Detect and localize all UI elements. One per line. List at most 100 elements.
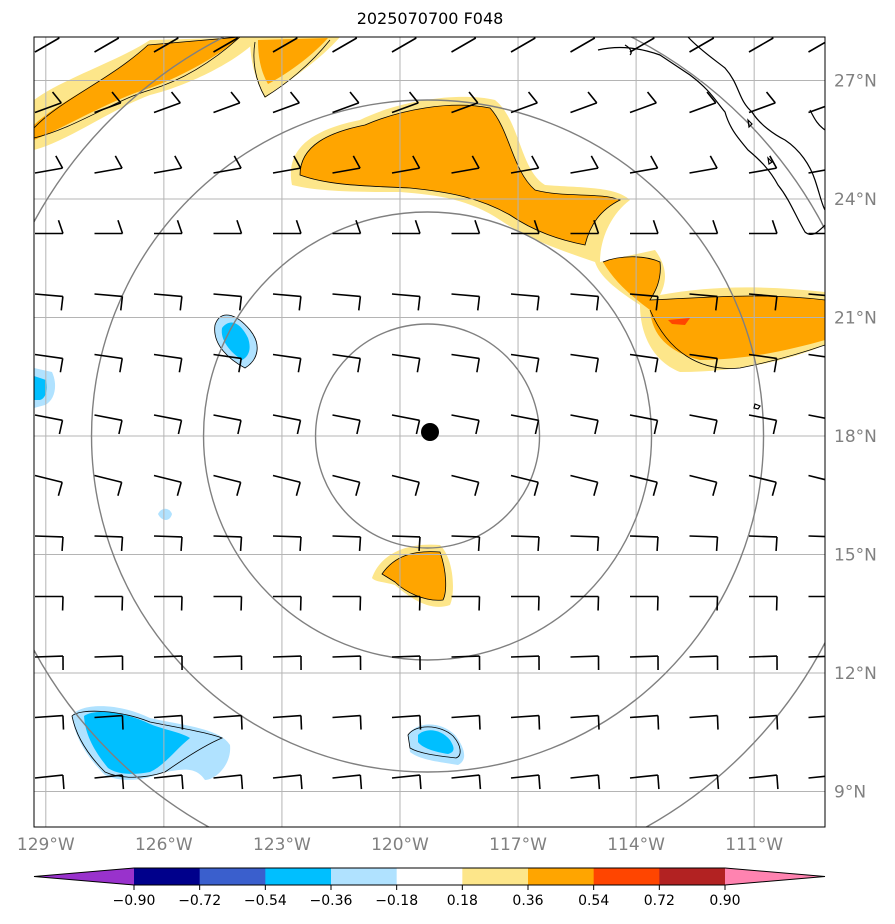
colorbar-tick-label: 0.36 (512, 893, 543, 909)
wind-barb (629, 535, 659, 551)
wind-barb (510, 155, 540, 174)
latitude-label: 12°N (834, 664, 877, 684)
wind-barb (808, 232, 825, 235)
map-title: 2025070700 F048 (356, 9, 504, 28)
wind-barb (94, 714, 124, 730)
wind-barbs (34, 37, 825, 790)
colorbar-tick-label: 0.72 (644, 893, 675, 909)
negative-anomaly-region (158, 508, 172, 520)
wind-barb (213, 535, 243, 551)
range-ring (314, 323, 541, 549)
colorbar-ticks: −0.90 −0.72 −0.54 −0.36 −0.18 0.18 0.36 0.54 0.7… (113, 885, 741, 909)
longitude-labels: 129°W 126°W 123°W 120°W 117°W 114°W 111°W (17, 835, 783, 855)
wind-barb (94, 293, 124, 311)
wind-barb (689, 91, 717, 114)
positive-anomaly-core (34, 37, 240, 140)
latitude-label: 21°N (834, 308, 877, 328)
wind-barb (272, 37, 298, 53)
island-outline (767, 156, 773, 166)
wind-barb (808, 41, 825, 53)
wind-barb (451, 293, 481, 311)
wind-barb (153, 353, 183, 373)
wind-barb (213, 293, 243, 311)
wind-barb (153, 414, 183, 435)
colorbar-tick-label: −0.36 (310, 893, 353, 909)
wind-barb (689, 37, 715, 53)
wind-barb (748, 774, 779, 790)
colorbar-swatch (265, 868, 332, 885)
wind-barb (748, 91, 776, 114)
wind-barb (451, 219, 481, 235)
wind-barb (392, 595, 421, 611)
wind-barb (272, 474, 301, 496)
wind-barb (570, 474, 599, 496)
wind-barb (34, 155, 64, 174)
wind-barb (689, 155, 718, 174)
wind-barb (35, 219, 64, 235)
wind-barb (272, 293, 302, 311)
wind-barb (748, 414, 778, 435)
wind-barb (272, 714, 303, 730)
wind-barb (510, 91, 538, 114)
wind-barb (629, 37, 655, 53)
colorbar-swatch (528, 868, 595, 885)
graticule (34, 37, 825, 827)
wind-barb (213, 353, 243, 373)
wind-barb (94, 655, 124, 671)
latitude-label: 27°N (834, 71, 877, 91)
wind-barb (272, 155, 302, 174)
wind-barb (570, 353, 600, 373)
wind-barb (213, 655, 243, 671)
wind-barb (332, 293, 362, 311)
wind-barb (808, 105, 825, 114)
wind-barb (630, 219, 659, 235)
wind-barb (94, 91, 122, 114)
wind-barb (689, 655, 719, 671)
wind-barb (808, 293, 825, 297)
wind-barb (332, 655, 362, 671)
wind-barb (510, 655, 540, 671)
wind-barb (570, 535, 600, 551)
wind-barb (35, 595, 64, 611)
wind-barb (748, 714, 779, 730)
latitude-label: 9°N (834, 782, 866, 802)
wind-barb (273, 595, 302, 611)
wind-barb (808, 655, 825, 658)
colorbar-tick-label: −0.18 (375, 893, 418, 909)
wind-barb (570, 155, 599, 174)
wind-barb (748, 37, 774, 53)
colorbar-swatch (462, 868, 529, 885)
wind-barb (510, 37, 536, 53)
wind-barb (689, 414, 718, 435)
positive-anomaly-core (300, 105, 825, 360)
colorbar-tick-label: −0.72 (178, 893, 221, 909)
wind-barb (94, 535, 124, 551)
wind-barb (510, 714, 541, 730)
wind-barb (332, 414, 361, 435)
wind-barb (630, 595, 659, 611)
wind-barb (451, 714, 481, 730)
wind-barb (213, 474, 242, 496)
colorbar-tick-label: 0.54 (578, 893, 609, 909)
positive-anomaly-core (382, 551, 446, 601)
positive-anomaly-core (258, 38, 328, 84)
wind-barb (332, 714, 362, 730)
wind-barb (570, 414, 599, 435)
wind-barb (451, 774, 482, 790)
wind-barb (629, 655, 659, 671)
wind-barb (391, 774, 422, 790)
wind-barb (153, 714, 184, 730)
anomaly-fields (34, 37, 825, 780)
wind-barb (273, 219, 302, 235)
wind-barb (153, 293, 183, 311)
wind-barb (34, 37, 60, 53)
wind-barb (213, 414, 242, 435)
wind-barb (332, 774, 363, 790)
colorbar-swatch (331, 868, 398, 885)
wind-barb (213, 219, 243, 235)
wind-barb (510, 293, 540, 311)
wind-barb (34, 414, 64, 435)
wind-barb (391, 353, 421, 373)
latitude-label: 18°N (834, 427, 877, 447)
wind-barb (153, 155, 183, 174)
